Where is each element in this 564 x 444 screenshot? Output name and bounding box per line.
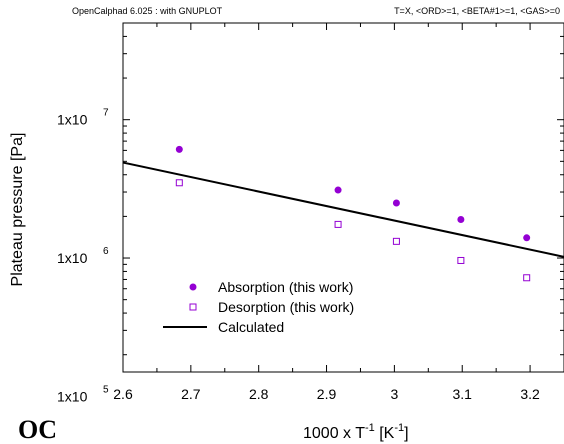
x-axis-label-part: ] <box>404 425 408 442</box>
desorption-point <box>175 179 183 187</box>
x-axis-label-part: [K <box>375 425 395 442</box>
x-tick-label: 3.1 <box>452 386 472 402</box>
desorption-point <box>392 237 400 245</box>
legend-label: Calculated <box>218 319 284 335</box>
x-tick-label: 2.9 <box>317 386 337 402</box>
y-tick-label-exponent: 7 <box>103 108 109 119</box>
header-right: T=X, <ORD>=1, <BETA#1>=1, <GAS>=0 <box>394 6 560 16</box>
desorption-point <box>523 274 531 282</box>
x-tick-label: 2.7 <box>181 386 201 402</box>
x-axis-label-superscript: -1 <box>394 422 404 434</box>
absorption-point <box>175 145 183 153</box>
header-left: OpenCalphad 6.025 : with GNUPLOT <box>72 6 223 16</box>
y-axis-label: Plateau pressure [Pa] <box>9 133 26 287</box>
x-axis-label-superscript: -1 <box>365 422 375 434</box>
y-axis: 1x10 5 1x10 6 1x10 7 <box>57 22 564 404</box>
y-tick-label-base: 1x10 <box>57 112 88 128</box>
y-tick-label-exponent: 5 <box>103 384 109 395</box>
x-axis: 2.6 2.7 2.8 2.9 3 3.1 3.2 <box>113 23 540 402</box>
desorption-point <box>457 256 465 264</box>
absorption-point <box>523 234 531 242</box>
plot-series <box>122 145 564 282</box>
absorption-point <box>334 186 342 194</box>
opencalphad-logo: OC <box>18 415 57 444</box>
x-axis-label: 1000 x T-1 [K-1] <box>303 422 409 442</box>
x-tick-label: 2.6 <box>113 386 133 402</box>
y-tick-label-exponent: 6 <box>103 246 109 257</box>
x-tick-label: 2.8 <box>249 386 269 402</box>
plot-frame <box>122 22 564 373</box>
legend: Absorption (this work) Desorption (this w… <box>163 279 354 335</box>
absorption-point <box>392 199 400 207</box>
legend-marker-absorption <box>189 283 197 291</box>
legend-label: Desorption (this work) <box>218 299 354 315</box>
absorption-point <box>457 215 465 223</box>
legend-marker-desorption <box>189 303 197 311</box>
x-tick-label: 3.2 <box>520 386 540 402</box>
calculated-line <box>122 161 564 258</box>
desorption-point <box>334 220 342 228</box>
x-tick-label: 3 <box>390 386 398 402</box>
x-axis-label-part: 1000 x T <box>303 425 365 442</box>
y-tick-label-base: 1x10 <box>57 388 88 404</box>
y-tick-label-base: 1x10 <box>57 250 88 266</box>
legend-label: Absorption (this work) <box>218 279 353 295</box>
